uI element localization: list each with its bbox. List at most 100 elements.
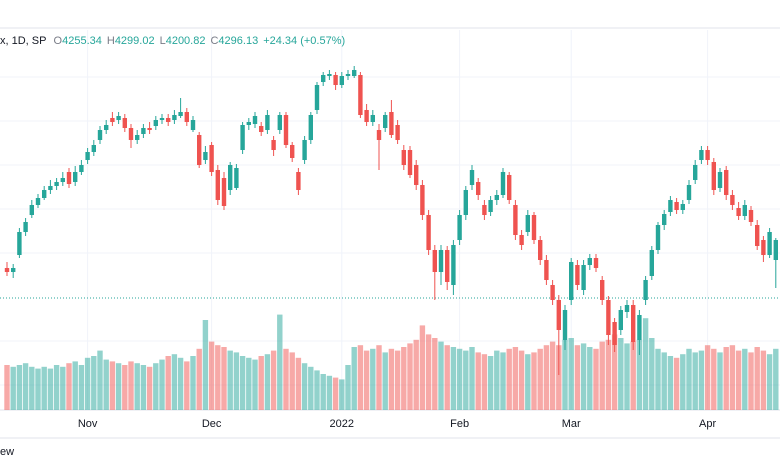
- volume-bar: [475, 352, 481, 410]
- volume-bar: [370, 348, 376, 410]
- volume-bar: [171, 354, 178, 410]
- candle-body: [345, 74, 351, 76]
- candle-body: [79, 165, 84, 172]
- candle-body: [190, 120, 196, 130]
- candle-body: [376, 130, 382, 140]
- volume-bar: [444, 345, 450, 410]
- volume-bar: [239, 356, 246, 410]
- candle-body: [296, 172, 301, 190]
- footer: ew: [0, 446, 15, 458]
- candle-body: [358, 75, 363, 115]
- volume-bar: [308, 366, 314, 410]
- volume-bar: [326, 375, 333, 410]
- candle-body: [203, 152, 208, 160]
- volume-bar: [667, 356, 674, 410]
- volume-bar: [376, 345, 382, 410]
- candle-body: [612, 322, 617, 345]
- candle-body: [308, 115, 313, 140]
- candle-body: [221, 178, 227, 206]
- x-tick-label: Feb: [450, 418, 469, 430]
- volume-bar: [624, 343, 630, 410]
- candle-body: [290, 145, 295, 158]
- volume-bar: [289, 352, 295, 410]
- candle-body: [383, 115, 388, 128]
- volume-bar: [636, 339, 643, 410]
- candle-body: [724, 170, 729, 195]
- volume-bar: [717, 352, 723, 410]
- candle-body: [662, 214, 667, 225]
- volume-bar: [661, 352, 667, 410]
- volume-bar: [140, 365, 147, 410]
- candle-body: [581, 265, 586, 290]
- candle-body: [85, 152, 90, 160]
- x-tick-label: 2022: [330, 418, 354, 430]
- volume-bar: [549, 341, 556, 410]
- candle-body: [60, 178, 65, 182]
- volume-bar: [419, 325, 426, 410]
- volume-bar: [103, 359, 109, 410]
- volume-bar: [735, 350, 742, 410]
- volume-bar: [301, 363, 308, 410]
- candle-body: [767, 232, 772, 255]
- volume-bar: [134, 363, 140, 410]
- candle-body: [674, 202, 679, 210]
- x-tick-label: Mar: [562, 418, 581, 430]
- volume-bar: [580, 343, 587, 410]
- volume-bar: [208, 341, 215, 410]
- candle-body: [717, 172, 723, 188]
- volume-bar: [388, 348, 395, 410]
- candle-body: [432, 250, 437, 272]
- candle-body: [606, 300, 611, 335]
- volume-bar: [84, 357, 91, 410]
- volume-bar: [22, 363, 29, 410]
- candle-body: [593, 258, 599, 268]
- candle-body: [395, 125, 400, 140]
- candle-body: [135, 135, 140, 140]
- volume-bar: [97, 350, 103, 410]
- candle-body: [755, 225, 760, 246]
- volume-bar: [487, 356, 494, 410]
- volume-bar: [611, 334, 618, 410]
- candle-body: [215, 170, 220, 200]
- ohlc-key: C: [210, 35, 219, 47]
- candle-body: [265, 115, 270, 130]
- candle-body: [420, 185, 425, 215]
- volume-bar: [91, 356, 97, 410]
- volume-bar: [723, 347, 729, 410]
- candle-body: [457, 215, 462, 240]
- candle-body: [252, 116, 258, 124]
- volume-bar: [748, 352, 754, 410]
- volume-bar: [215, 345, 221, 410]
- volume-bar: [53, 365, 60, 410]
- volume-bar: [202, 320, 209, 410]
- candle-body: [414, 165, 419, 185]
- candle-body: [54, 182, 59, 186]
- volume-bar: [122, 365, 128, 410]
- volume-bar: [394, 350, 401, 410]
- candle-body: [153, 120, 158, 126]
- candle-body: [600, 280, 605, 300]
- volume-bar: [686, 348, 692, 410]
- volume-bar: [599, 341, 605, 410]
- candle-body: [234, 168, 239, 188]
- volume-bar: [463, 350, 469, 410]
- candle-body: [73, 172, 78, 182]
- volume-bar: [109, 361, 116, 410]
- candle-body: [401, 150, 406, 165]
- volume-bar: [574, 345, 581, 410]
- candle-body: [445, 250, 450, 282]
- candle-body: [463, 190, 468, 215]
- ohlc-value: 4296.13: [218, 35, 259, 47]
- x-tick-label: Nov: [78, 418, 98, 430]
- volume-bar: [165, 356, 171, 410]
- candle-body: [575, 265, 580, 285]
- candle-body: [197, 135, 202, 165]
- candle-body: [240, 125, 245, 150]
- candle-body: [370, 115, 375, 122]
- ohlc-value: 4299.02: [114, 35, 155, 47]
- volume-bar: [605, 339, 612, 410]
- volume-bar: [630, 341, 636, 410]
- volume-bar: [345, 365, 351, 410]
- candle-body: [519, 235, 524, 245]
- candle-body: [407, 150, 413, 175]
